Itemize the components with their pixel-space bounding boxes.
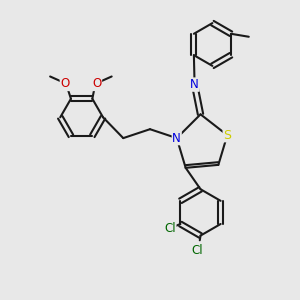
Text: Cl: Cl — [192, 244, 203, 257]
Text: N: N — [190, 78, 199, 91]
Text: Cl: Cl — [164, 222, 176, 235]
Text: O: O — [60, 77, 70, 90]
Text: N: N — [172, 132, 181, 145]
Text: S: S — [223, 129, 231, 142]
Text: O: O — [92, 77, 101, 90]
